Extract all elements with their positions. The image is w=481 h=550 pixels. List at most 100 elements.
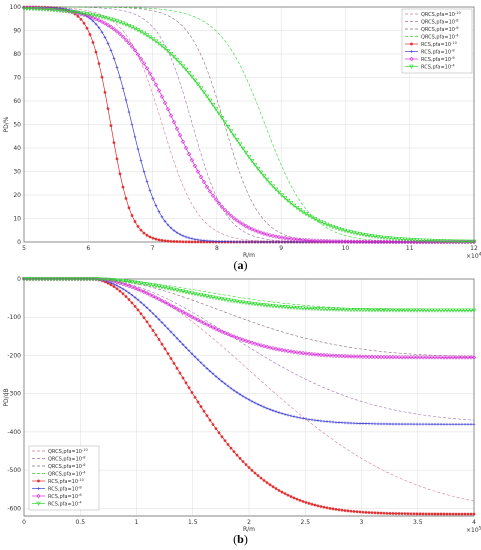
- data-point-marker: [216, 328, 222, 333]
- data-point-marker: [342, 307, 348, 313]
- data-point-marker: [273, 187, 279, 192]
- caption-b-label: b: [237, 532, 244, 546]
- data-point-marker: [420, 238, 426, 243]
- x-tick-label: 3.5: [413, 519, 423, 526]
- data-point-marker: [360, 308, 366, 313]
- data-point-marker: [234, 218, 240, 223]
- data-point-marker: [198, 319, 204, 324]
- data-point-marker: [324, 238, 330, 244]
- data-point-marker: [198, 174, 204, 180]
- data-point-marker: [57, 8, 63, 13]
- data-point-marker: [142, 231, 146, 235]
- data-point-marker: [109, 283, 113, 287]
- data-point-marker: [126, 279, 132, 284]
- data-point-marker: [450, 239, 456, 244]
- data-point-marker: [387, 354, 393, 360]
- data-point-marker: [282, 305, 288, 310]
- data-point-marker: [114, 280, 120, 285]
- data-point-marker: [466, 422, 470, 426]
- data-point-marker: [42, 7, 48, 12]
- data-point-marker: [189, 314, 195, 320]
- data-point-marker: [159, 298, 165, 303]
- data-point-marker: [291, 236, 297, 242]
- data-point-marker: [37, 487, 40, 490]
- data-point-marker: [286, 493, 290, 497]
- data-point-marker: [393, 354, 399, 360]
- data-point-marker: [120, 34, 126, 40]
- data-point-marker: [271, 409, 275, 412]
- data-point-marker: [237, 336, 243, 342]
- data-point-marker: [129, 284, 135, 290]
- data-point-marker: [135, 287, 141, 292]
- data-point-marker: [370, 511, 374, 515]
- data-point-marker: [330, 239, 336, 244]
- data-point-marker: [214, 239, 218, 243]
- data-point-marker: [21, 6, 27, 11]
- data-point-marker: [129, 25, 135, 30]
- data-point-marker: [157, 337, 161, 342]
- data-point-marker: [90, 13, 96, 18]
- data-point-marker: [357, 308, 363, 313]
- data-point-marker: [411, 238, 417, 243]
- data-point-marker: [229, 240, 233, 244]
- data-point-marker: [289, 414, 293, 418]
- data-point-marker: [237, 300, 243, 305]
- data-point-marker: [246, 301, 252, 306]
- data-point-marker: [315, 238, 321, 244]
- data-point-marker: [435, 308, 441, 313]
- data-point-marker: [447, 308, 453, 313]
- data-point-marker: [352, 509, 356, 514]
- data-point-marker: [111, 26, 117, 32]
- data-point-marker: [274, 410, 278, 413]
- data-point-marker: [345, 229, 351, 234]
- data-point-marker: [258, 170, 264, 175]
- data-point-marker: [136, 308, 140, 312]
- data-point-marker: [144, 282, 150, 287]
- data-point-marker: [168, 113, 174, 118]
- data-point-marker: [369, 234, 375, 239]
- data-point-marker: [255, 302, 261, 307]
- data-point-marker: [454, 512, 458, 516]
- data-point-marker: [273, 304, 279, 309]
- data-point-marker: [298, 498, 302, 502]
- data-point-marker: [259, 476, 263, 480]
- data-point-marker: [448, 512, 452, 516]
- data-point-marker: [199, 361, 203, 365]
- data-point-marker: [204, 322, 210, 327]
- data-point-marker: [346, 240, 350, 244]
- data-point-marker: [436, 422, 440, 426]
- data-point-marker: [408, 237, 414, 243]
- x-tick-label: 6: [86, 245, 90, 252]
- data-point-marker: [93, 13, 99, 18]
- data-point-marker: [298, 240, 302, 244]
- data-point-marker: [190, 240, 194, 244]
- data-point-marker: [241, 459, 245, 464]
- y-tick-label: -400: [7, 429, 21, 436]
- data-point-marker: [121, 185, 125, 189]
- data-point-marker: [186, 71, 192, 76]
- data-point-marker: [181, 343, 185, 346]
- data-point-marker: [409, 512, 413, 516]
- data-point-marker: [331, 507, 335, 511]
- data-point-marker: [348, 230, 354, 235]
- data-point-marker: [399, 239, 405, 245]
- data-point-marker: [250, 240, 254, 244]
- data-point-marker: [351, 354, 357, 359]
- data-point-marker: [247, 398, 251, 402]
- data-point-marker: [415, 512, 419, 516]
- data-point-marker: [207, 98, 213, 103]
- data-point-marker: [366, 354, 372, 360]
- data-point-marker: [285, 348, 291, 354]
- series-line: [23, 8, 475, 242]
- data-point-marker: [159, 94, 165, 99]
- data-point-marker: [106, 41, 110, 45]
- data-point-marker: [174, 306, 180, 311]
- data-point-marker: [319, 419, 323, 423]
- data-point-marker: [277, 240, 281, 244]
- legend-entry: RCS,pfa=10-6: [48, 493, 82, 500]
- data-point-marker: [133, 220, 137, 224]
- data-point-marker: [352, 421, 356, 425]
- data-point-marker: [465, 239, 471, 244]
- data-point-marker: [144, 291, 150, 296]
- data-point-marker: [316, 419, 320, 422]
